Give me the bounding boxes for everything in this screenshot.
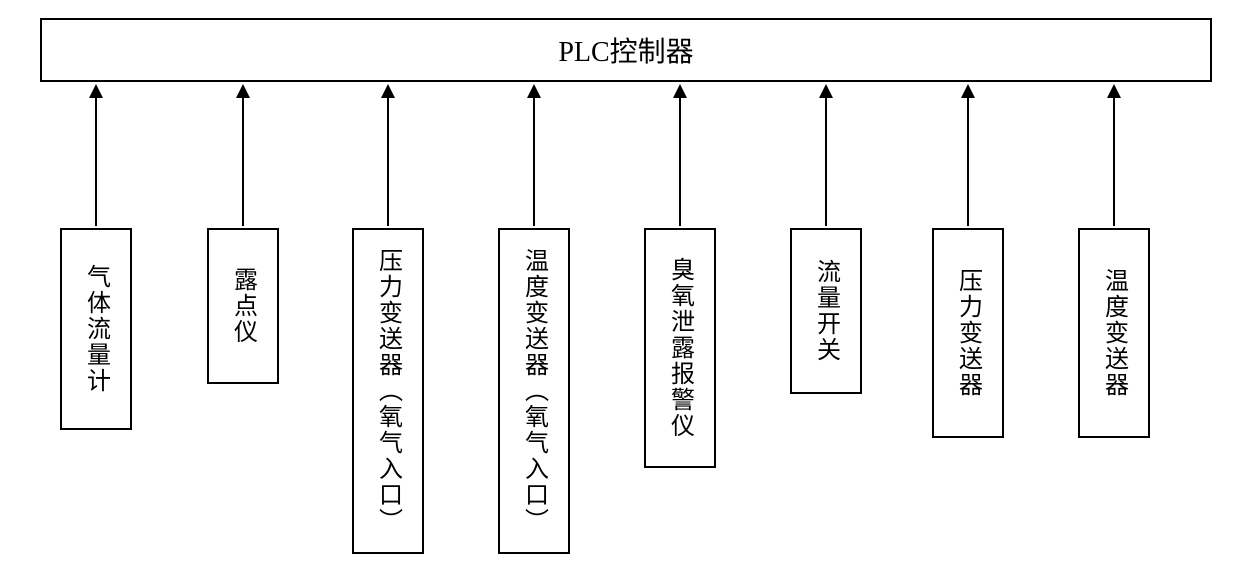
sensor-box-4: 臭氧泄露报警仪	[644, 228, 716, 468]
sensor-label-5: 流量开关	[809, 259, 844, 363]
sensor-box-5: 流量开关	[790, 228, 862, 394]
sensor-box-6: 压力变送器	[932, 228, 1004, 438]
sensor-label-6: 压力变送器	[951, 268, 986, 398]
arrow-1	[242, 86, 244, 226]
sensor-label-3: 温度变送器（氧气入口）	[517, 248, 552, 534]
arrow-0	[95, 86, 97, 226]
sensor-label-2: 压力变送器（氧气入口）	[371, 248, 406, 534]
arrow-3	[533, 86, 535, 226]
sensor-label-1: 露点仪	[226, 267, 261, 345]
sensor-box-7: 温度变送器	[1078, 228, 1150, 438]
sensor-box-0: 气体流量计	[60, 228, 132, 430]
controller-label: PLC控制器	[558, 30, 693, 70]
sensor-box-2: 压力变送器（氧气入口）	[352, 228, 424, 554]
sensor-box-1: 露点仪	[207, 228, 279, 384]
arrow-6	[967, 86, 969, 226]
arrow-4	[679, 86, 681, 226]
controller-box: PLC控制器	[40, 18, 1212, 82]
sensor-label-7: 温度变送器	[1097, 268, 1132, 398]
plc-diagram: PLC控制器 气体流量计 露点仪 压力变送器（氧气入口） 温度变送器（氧气入口） 臭氧泄…	[0, 0, 1240, 576]
sensor-label-4: 臭氧泄露报警仪	[663, 257, 698, 439]
arrow-2	[387, 86, 389, 226]
arrow-5	[825, 86, 827, 226]
sensor-label-0: 气体流量计	[79, 264, 114, 394]
arrow-7	[1113, 86, 1115, 226]
sensor-box-3: 温度变送器（氧气入口）	[498, 228, 570, 554]
